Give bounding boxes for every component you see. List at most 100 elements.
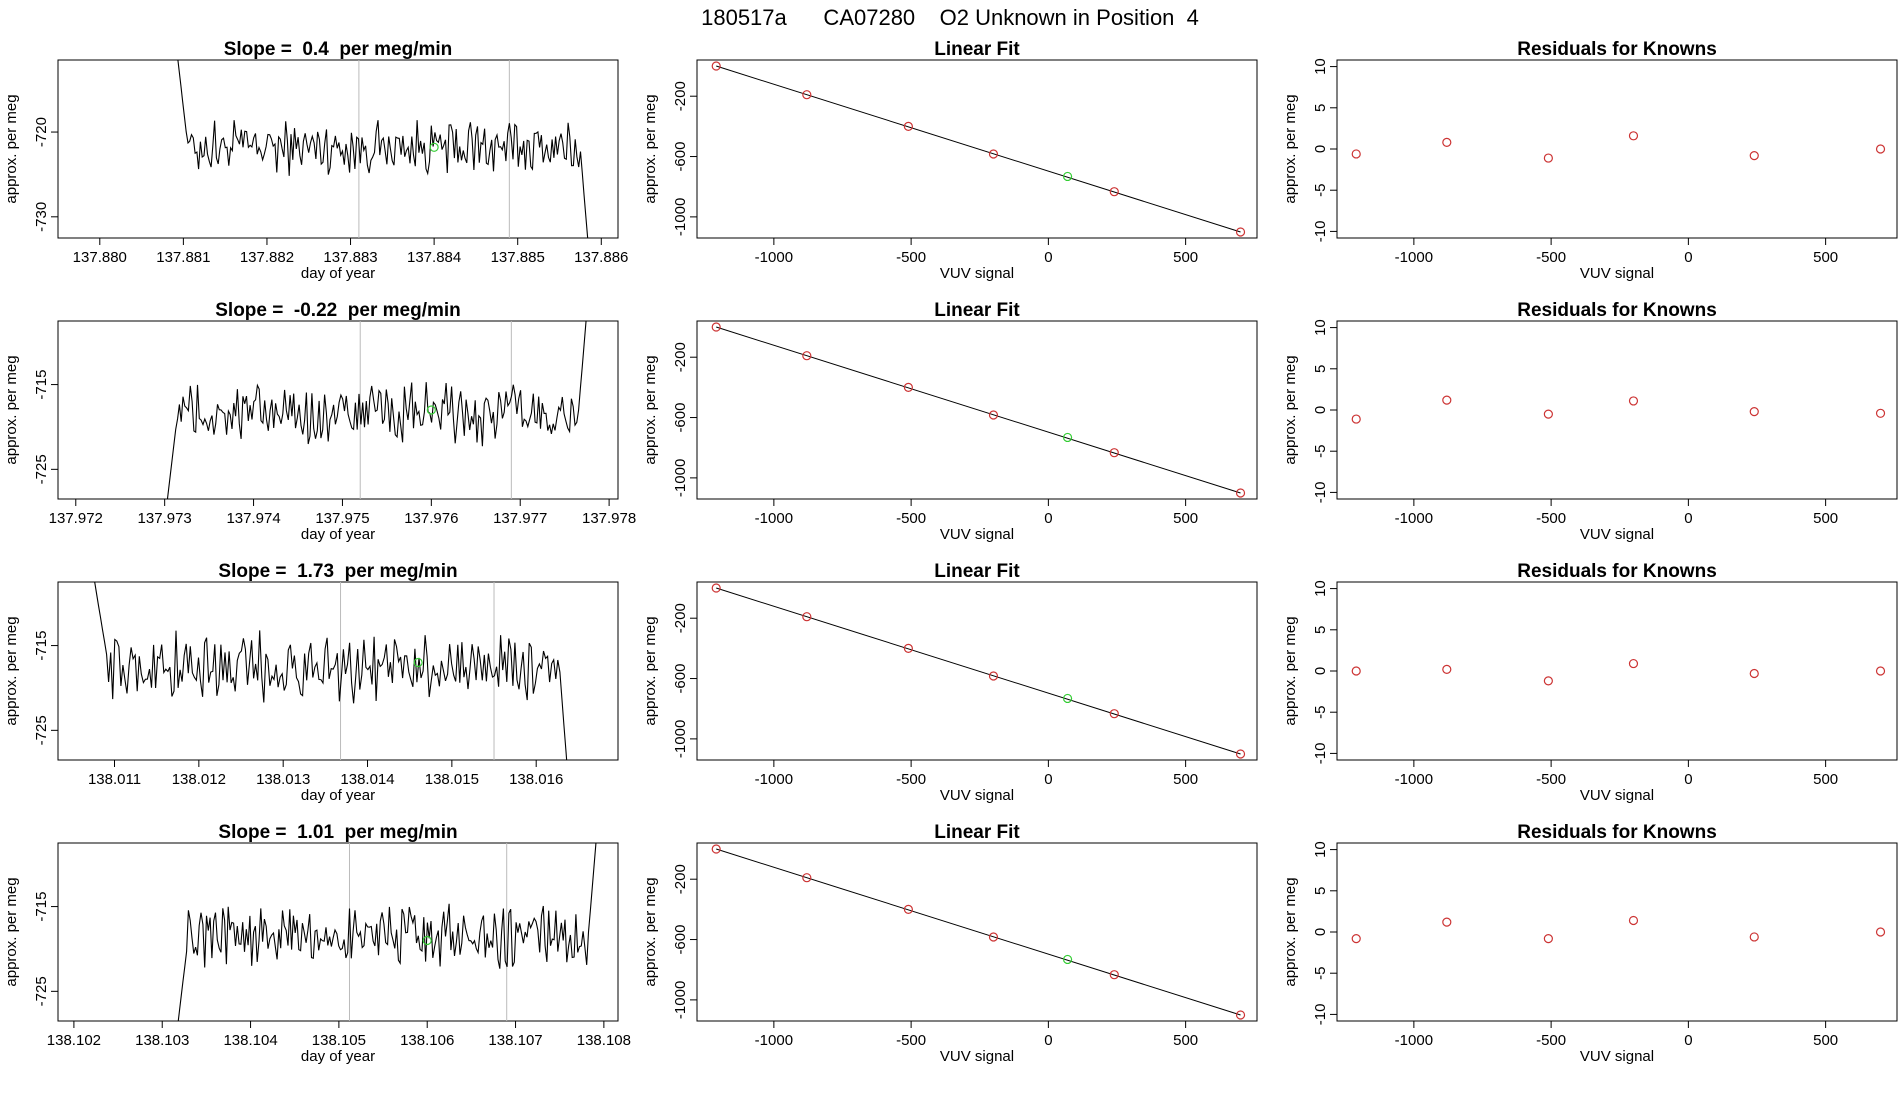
known-point [1109,448,1119,458]
plot-area [166,321,587,499]
known-point [1109,970,1119,980]
y-tick-label: -10 [1312,743,1329,765]
plot-frame [696,842,1258,1022]
residual-point [1875,927,1886,937]
x-tick-label: -500 [896,1032,926,1049]
y-axis-label: approx. per meg [3,355,20,464]
plot-area [1351,658,1886,686]
panel-row2-residuals: Residuals for Knowns -1000 -500 0 500 VUV sig… [1282,300,1898,543]
x-tick-label: -1000 [755,510,793,527]
y-tick-label: 0 [1312,928,1329,936]
x-tick-label: 137.972 [49,510,103,527]
residual-point [1543,409,1553,419]
timeseries-line [94,582,568,760]
plot-area [711,583,1246,759]
x-tick-label: -500 [1536,510,1566,527]
panel-row1-timeseries: Slope = 0.4 per meg/min 137.880 137.881 137… [3,39,628,282]
x-tick-label: 138.104 [223,1032,277,1049]
x-tick-label: 0 [1684,510,1692,527]
residual-point [1749,407,1759,417]
panel-title: Residuals for Knowns [1517,822,1717,843]
residual-point [1628,131,1639,141]
known-point [988,149,999,159]
plot-area [177,60,589,238]
y-tick-label: -10 [1312,221,1329,243]
residual-point [1442,395,1452,405]
timeseries-line [177,843,597,1021]
residual-point [1749,932,1759,942]
x-tick-label: 500 [1173,1032,1198,1049]
unknown-point [1062,954,1073,965]
x-tick-label: -1000 [1395,771,1433,788]
panel-title: Residuals for Knowns [1517,39,1717,60]
x-tick-label: 137.976 [404,510,458,527]
y-tick-label: -725 [33,976,50,1006]
x-tick-label: 500 [1173,249,1198,266]
panel-row3-residuals: Residuals for Knowns -1000 -500 0 500 VUV sig… [1282,561,1898,804]
x-tick-label: 137.973 [138,510,192,527]
unknown-point [426,405,436,415]
known-point [988,410,999,420]
x-tick-label: 138.107 [488,1032,542,1049]
x-tick-label: 0 [1044,1032,1052,1049]
y-tick-label: -730 [33,202,50,232]
x-tick-label: -1000 [755,1032,793,1049]
panel-row4-residuals: Residuals for Knowns -1000 -500 0 500 VUV sig… [1282,822,1898,1065]
known-point [903,382,913,392]
known-point [1109,187,1119,197]
y-axis-label: approx. per meg [3,616,20,725]
plot-frame [57,581,619,761]
x-tick-label: -1000 [1395,510,1433,527]
known-point [903,643,913,653]
panel-title: Linear Fit [934,822,1020,843]
x-tick-label: -500 [896,771,926,788]
panel-row2-fit: Linear Fit -1000 -500 0 500 VUV signal -200 -60… [642,300,1258,543]
unknown-point [1062,171,1073,182]
plot-frame [1336,320,1898,500]
x-tick-label: 138.105 [312,1032,366,1049]
panel-title: Residuals for Knowns [1517,561,1717,582]
y-axis-label: approx. per meg [642,616,659,725]
x-tick-label: 500 [1173,510,1198,527]
y-tick-label: -5 [1312,967,1329,980]
panel-row2-timeseries: Slope = -0.22 per meg/min 137.972 137.973 1… [3,300,636,543]
plot-frame [1336,59,1898,239]
x-tick-label: 138.011 [88,771,141,788]
y-tick-label: 0 [1312,145,1329,153]
x-tick-label: 138.014 [340,771,394,788]
known-point [711,583,721,593]
x-tick-label: 138.102 [47,1032,101,1049]
residual-point [1442,664,1452,674]
x-tick-label: -500 [1536,1032,1566,1049]
plot-area [1351,131,1886,163]
y-tick-label: 5 [1312,365,1329,373]
y-tick-label: -1000 [672,720,689,758]
unknown-point [1062,432,1073,443]
panels-container: Slope = 0.4 per meg/min 137.880 137.881 137… [3,39,1898,1065]
known-point [1109,709,1119,719]
x-tick-label: 137.977 [493,510,547,527]
x-tick-label: 500 [1813,1032,1838,1049]
y-axis-label: approx. per meg [3,877,20,986]
x-axis-label: VUV signal [940,526,1014,543]
x-tick-label: 500 [1813,510,1838,527]
x-tick-label: -500 [896,249,926,266]
plot-area [711,844,1246,1020]
plot-area [1351,915,1886,944]
plot-area [711,61,1246,237]
y-tick-label: -715 [33,631,50,661]
fit-line [716,65,1241,233]
plot-area [711,322,1246,498]
y-tick-label: 0 [1312,406,1329,414]
residual-point [1351,933,1361,944]
y-tick-label: -600 [672,925,689,955]
plot-area [1351,395,1886,424]
residual-point [1543,676,1553,686]
residual-point [1875,666,1886,676]
y-tick-label: -200 [672,342,689,372]
x-axis-label: VUV signal [940,787,1014,804]
y-tick-label: 10 [1312,319,1329,336]
panel-title: Slope = 1.01 per meg/min [218,822,457,843]
x-tick-label: 138.013 [256,771,310,788]
x-tick-label: 137.880 [73,249,127,266]
